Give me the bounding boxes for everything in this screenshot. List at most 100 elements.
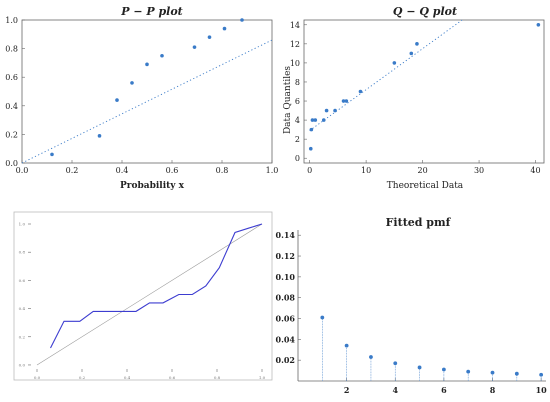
pmf-xtick-label: 6 — [441, 385, 447, 395]
qq-plot-point — [415, 42, 419, 46]
step-line-ytick-label: 0.0 — [19, 362, 26, 367]
step-line-xtick-label: 0.2 — [79, 375, 86, 380]
step-line-ytick-label: 0.8 — [19, 250, 26, 255]
fitted-pmf-panel: Fitted pmf 2 4 6 8 10 0.02 0.04 0.06 0.08 0.10 0.1… — [276, 216, 548, 395]
step-line-ytick-label: 0.6 — [19, 278, 26, 283]
qq-plot-ytick-label: 6 — [295, 97, 300, 106]
pp-plot-ytick-label: 0.8 — [5, 45, 18, 54]
qq-plot-point — [358, 89, 363, 94]
qq-plot-ytick-label: 10 — [290, 59, 300, 68]
pp-plot-ytick-label: 0.0 — [5, 159, 18, 168]
pp-plot-xtick-label: 0.2 — [66, 166, 79, 175]
pmf-point — [344, 343, 349, 348]
pp-plot-xlabel: Probability x — [120, 181, 185, 191]
step-line-ytick-label: 0.2 — [19, 334, 26, 339]
pmf-ytick-label: 0.14 — [276, 230, 296, 240]
pmf-ytick-label: 0.12 — [276, 251, 295, 261]
pmf-ytick-label: 0.02 — [276, 355, 295, 365]
step-line-xtick-label: 0.6 — [169, 375, 176, 380]
pmf-point — [466, 369, 471, 374]
qq-plot-point — [333, 108, 337, 113]
qq-plot-point — [341, 99, 346, 103]
pmf-xtick-label: 4 — [392, 385, 398, 395]
step-line-panel: 0.0 0.2 0.4 0.6 0.8 1.0 0.0 0.2 0.4 0.6 0.8 1.0 — [13, 211, 273, 381]
pmf-xtick-label: 10 — [536, 385, 548, 395]
qq-plot-ytick-label: 0 — [295, 154, 300, 163]
qq-plot-xtick-label: 30 — [474, 166, 484, 175]
qq-plot-panel: Q − Q plot Theoretical Data Data Quantil… — [283, 5, 545, 191]
pp-plot-point — [192, 45, 197, 49]
pp-plot-xtick-label: 0.4 — [116, 166, 129, 175]
pmf-point — [539, 372, 544, 377]
pmf-ytick-label: 0.06 — [276, 314, 296, 324]
pp-plot-point — [207, 35, 212, 39]
qq-plot-ytick-label: 8 — [295, 78, 300, 87]
pp-plot-xtick-label: 0.8 — [216, 166, 229, 175]
qq-plot-point — [536, 22, 541, 27]
qq-plot-xtick-label: 20 — [417, 166, 427, 175]
pmf-ytick-label: 0.10 — [276, 272, 296, 282]
pp-plot-point — [50, 152, 54, 157]
pmf-ytick-label: 0.04 — [276, 334, 296, 344]
pp-plot-point — [130, 81, 134, 85]
pp-plot-frame — [21, 19, 273, 164]
step-line-xtick-label: 0.0 — [34, 375, 41, 380]
step-line-ytick-label: 0.4 — [19, 306, 26, 311]
qq-plot-point — [321, 118, 326, 122]
step-line-frame — [13, 211, 273, 381]
qq-plot-title: Q − Q plot — [393, 5, 457, 18]
qq-plot-point — [392, 61, 397, 65]
pp-plot-ytick-label: 0.4 — [5, 102, 18, 111]
qq-plot-ylabel: Data Quantiles — [283, 66, 293, 134]
pp-plot-reference-line — [21, 39, 273, 164]
step-line-xtick-label: 0.8 — [214, 375, 221, 380]
pmf-title: Fitted pmf — [386, 216, 452, 229]
qq-plot-reference-line — [309, 19, 463, 131]
qq-plot-xtick-label: 40 — [530, 166, 540, 175]
pmf-xtick-label: 8 — [490, 385, 496, 395]
pmf-point — [417, 365, 422, 370]
pp-plot-point — [145, 62, 149, 67]
qq-plot-point — [309, 127, 314, 132]
pp-plot-ytick-label: 0.6 — [5, 73, 18, 82]
qq-plot-point — [308, 146, 313, 151]
step-line-xtick-label: 0.4 — [124, 375, 131, 380]
pmf-point — [514, 371, 519, 376]
pp-plot-xtick-label: 1.0 — [266, 166, 279, 175]
pmf-xtick-label: 2 — [344, 385, 350, 395]
qq-plot-xlabel: Theoretical Data — [387, 181, 464, 191]
qq-plot-ytick-label: 12 — [290, 40, 300, 49]
pp-plot-point — [97, 134, 102, 138]
qq-plot-point — [310, 118, 315, 122]
pp-plot-panel: P − P plot Probability x 0.0 0.2 0.4 0.6 0.8… — [5, 5, 278, 191]
pp-plot-ytick-label: 0.2 — [5, 130, 18, 139]
pmf-ytick-label: 0.08 — [276, 293, 296, 303]
qq-plot-ytick-label: 14 — [290, 21, 300, 30]
pmf-point — [320, 315, 325, 320]
qq-plot-point — [324, 108, 329, 113]
step-line-ytick-label: 1.0 — [19, 222, 26, 227]
pmf-point — [441, 367, 446, 372]
pp-plot-ytick-label: 1.0 — [5, 16, 18, 25]
qq-plot-ytick-label: 2 — [295, 135, 300, 144]
pp-plot-point — [240, 18, 244, 22]
pp-plot-point — [222, 26, 227, 31]
step-line-series — [50, 223, 263, 349]
pmf-point — [490, 370, 495, 375]
qq-plot-frame — [303, 19, 545, 164]
pmf-point — [393, 361, 398, 366]
step-line-xtick-label: 1.0 — [259, 375, 266, 380]
qq-plot-xtick-label: 0 — [307, 166, 312, 175]
qq-plot-point — [409, 51, 414, 56]
pp-plot-title: P − P plot — [120, 5, 183, 18]
qq-plot-ytick-label: 4 — [295, 116, 300, 125]
pp-plot-point — [115, 98, 119, 102]
step-line-diagonal — [36, 223, 263, 366]
qq-plot-point — [313, 118, 318, 122]
qq-plot-point — [344, 99, 349, 103]
pp-plot-xtick-label: 0.0 — [16, 166, 29, 175]
qq-plot-xtick-label: 10 — [361, 166, 371, 175]
pmf-point — [369, 355, 373, 359]
pp-plot-xtick-label: 0.6 — [166, 166, 179, 175]
